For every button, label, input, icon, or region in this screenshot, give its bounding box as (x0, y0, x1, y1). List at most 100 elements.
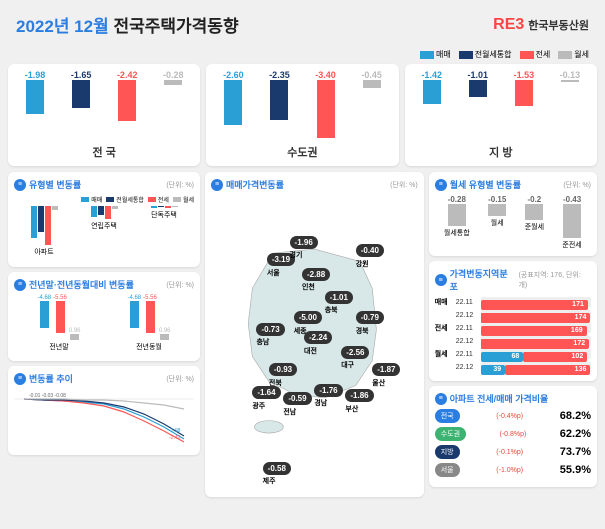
top-chart: -1.42-1.01-1.53-0.13지 방 (405, 64, 597, 166)
ratio-card: ≡ 아파트 전세/매매 가격비율 전국 (-0.4%p) 68.2% 수도권 (… (429, 386, 597, 487)
map-region-label: 경북 (356, 326, 369, 336)
chart-icon: ≡ (435, 393, 447, 405)
hbar-row: 22.12 39136 (435, 362, 591, 372)
map-bubble: -1.01 (325, 291, 353, 304)
region-dist-card: ≡ 가격변동지역분포 (공표지역: 176, 단위: 개) 매매 22.11 0… (429, 261, 597, 381)
map-bubble: -1.76 (314, 384, 342, 397)
chart-label: 지 방 (409, 144, 593, 160)
legend-item: 전세 (520, 49, 551, 60)
map-icon: ≡ (211, 179, 223, 191)
card-title: ≡ 아파트 전세/매매 가격비율 (435, 392, 591, 405)
bar-wrap: -2.35 (259, 70, 300, 120)
ratio-value: 62.2% (560, 428, 591, 440)
map-region-label: 대구 (341, 360, 354, 370)
bar-wrap: -1.42 (411, 70, 452, 104)
chart-label: 전 국 (12, 144, 196, 160)
legend-top: 매매전월세통합전세월세 (8, 49, 597, 64)
bar-wrap: -0.13 (550, 70, 591, 82)
bar-wrap: -1.01 (458, 70, 499, 97)
hbar-row: 월세 22.11 68102 (435, 349, 591, 359)
svg-text:-0.01 -0.03 -0.08: -0.01 -0.03 -0.08 (29, 393, 66, 399)
logo-kr: 한국부동산원 (528, 17, 589, 33)
hbar-row: 22.12 1172 (435, 336, 591, 346)
map-area: -3.19서울-1.96경기-2.88인천-0.40강원-1.01충북-5.00… (211, 195, 418, 485)
map-region-label: 강원 (356, 259, 369, 269)
type-change-card: ≡ 유형별 변동률 (단위: %) 매매전월세통합전세월세 아파트연립주택단독주… (8, 172, 200, 267)
hbar-row: 전세 22.11 0169 (435, 323, 591, 333)
chart-icon: ≡ (435, 274, 447, 286)
map-bubble: -2.88 (302, 268, 330, 281)
chart-icon: ≡ (14, 179, 26, 191)
svg-text:-2.42: -2.42 (169, 435, 181, 441)
svg-text:-1.98: -1.98 (169, 428, 181, 434)
hbar-row: 매매 22.11 0171 (435, 297, 591, 307)
map-card: ≡ 매매가격변동률 (단위: %) -3.19서울-1.96경기-2.88인천-… (205, 172, 424, 497)
logo: RE3 한국부동산원 (493, 16, 589, 34)
chart-icon: ≡ (14, 373, 26, 385)
hbar-row: 22.12 1174 (435, 310, 591, 320)
bar-wrap: -0.45 (351, 70, 392, 88)
map-region-label: 부산 (345, 404, 358, 414)
map-region-label: 충북 (325, 305, 338, 315)
map-region-label: 울산 (372, 378, 385, 388)
trend-line-chart: -0.01 -0.03 -0.08 -2.42 -1.98 (14, 389, 194, 444)
ratio-badge: 지방 (435, 445, 460, 459)
ratio-change: (-0.8%p) (500, 431, 527, 438)
map-bubble: -1.96 (290, 236, 318, 249)
ratio-badge: 서울 (435, 463, 460, 477)
ratio-change: (-0.1%p) (496, 449, 523, 456)
chart-icon: ≡ (435, 179, 447, 191)
trend-card: ≡ 변동률 추이 (단위: %) -0.01 -0.03 -0.08 -2.42… (8, 366, 200, 455)
ratio-row: 지방 (-0.1%p) 73.7% (435, 445, 591, 459)
map-region-label: 경기 (290, 250, 303, 260)
monthly-type-card: ≡ 월세 유형별 변동률 (단위: %) -0.28월세통합-0.15월세-0.… (429, 172, 597, 256)
legend-item: 월세 (558, 49, 589, 60)
map-region-label: 제주 (263, 476, 276, 486)
ratio-change: (-1.0%p) (496, 467, 523, 474)
chart-label: 수도권 (210, 144, 394, 160)
title-year: 2022년 12월 (16, 17, 109, 36)
title-text: 전국주택가격동향 (113, 17, 238, 36)
bar-wrap: -2.42 (107, 70, 148, 121)
monthly-chart: -0.28월세통합-0.15월세-0.2준월세-0.43준전세 (435, 195, 591, 250)
bar-wrap: -0.28 (153, 70, 194, 85)
map-region-label: 인천 (302, 282, 315, 292)
map-bubble: -5.00 (294, 311, 322, 324)
bar-wrap: -1.65 (61, 70, 102, 108)
bar-wrap: -1.98 (15, 70, 56, 114)
top-chart: -2.60-2.35-3.40-0.45수도권 (206, 64, 398, 166)
legend-item: 매매 (420, 49, 451, 60)
map-bubble: -1.64 (252, 386, 280, 399)
top-chart: -1.98-1.65-2.42 -0.28 전 국 (8, 64, 200, 166)
ratio-badge: 전국 (435, 409, 460, 423)
map-bubble: -0.40 (356, 244, 384, 257)
map-region-label: 대전 (304, 346, 317, 356)
map-bubble: -2.24 (304, 331, 332, 344)
ratio-change: (-0.4%p) (496, 413, 523, 420)
year-compare-card: ≡ 전년말·전년동월대비 변동률 (단위: %) -4.68-5.560.96전… (8, 272, 200, 361)
ratio-rows: 전국 (-0.4%p) 68.2% 수도권 (-0.8%p) 62.2% 지방 … (435, 409, 591, 477)
map-bubble: -0.79 (356, 311, 384, 324)
map-bubble: -1.86 (345, 389, 373, 402)
top-charts: -1.98-1.65-2.42-0.28전 국-2.60-2.35-3.40-0… (8, 64, 597, 166)
map-region-label: 경남 (314, 398, 327, 408)
map-region-label: 서울 (267, 268, 280, 278)
map-bubble: -0.59 (283, 392, 311, 405)
ratio-value: 68.2% (560, 410, 591, 422)
year-chart: -4.68-5.560.96전년말-4.68-5.560.96전년동월 (14, 295, 194, 355)
card-title: ≡ 전년말·전년동월대비 변동률 (단위: %) (14, 278, 194, 291)
ratio-row: 수도권 (-0.8%p) 62.2% (435, 427, 591, 441)
map-bubble: -0.73 (256, 323, 284, 336)
map-bubble: -0.58 (263, 462, 291, 475)
card-title: ≡ 월세 유형별 변동률 (단위: %) (435, 178, 591, 191)
map-region-label: 전남 (283, 407, 296, 417)
ratio-row: 전국 (-0.4%p) 68.2% (435, 409, 591, 423)
type-chart: 아파트연립주택단독주택 (14, 206, 194, 261)
page-title: 2022년 12월 전국주택가격동향 (16, 12, 239, 37)
chart-icon: ≡ (14, 279, 26, 291)
card-title: ≡ 가격변동지역분포 (공표지역: 176, 단위: 개) (435, 267, 591, 293)
map-bubble: -2.56 (341, 346, 369, 359)
ratio-row: 서울 (-1.0%p) 55.9% (435, 463, 591, 477)
ratio-value: 55.9% (560, 464, 591, 476)
logo-reb: RE3 (493, 16, 524, 34)
